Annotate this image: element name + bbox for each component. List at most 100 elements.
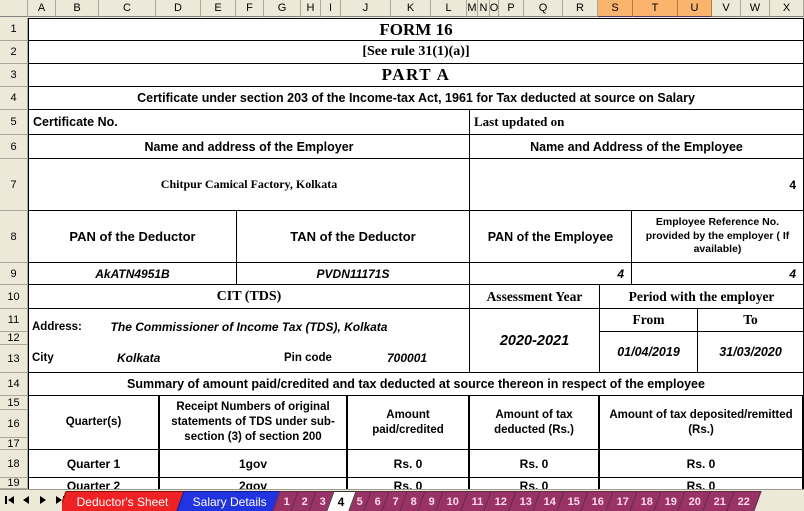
row-header-19[interactable]: 19 [0,477,28,489]
to-value-cell[interactable]: 31/03/2020 [698,332,804,373]
cit-address-cell[interactable]: Address: The Commissioner of Income Tax … [28,309,470,373]
row-header-11[interactable]: 11 [0,309,28,332]
col-header-q[interactable]: Q [524,0,563,17]
col-header-a[interactable]: A [28,0,56,17]
rule-subtitle-cell[interactable]: [See rule 31(1)(a)] [28,41,804,64]
row-header-8[interactable]: 8 [0,211,28,263]
row-header-4[interactable]: 4 [0,87,28,110]
pincode-label: Pin code [284,352,332,365]
pan-deductor-value-cell[interactable]: AkATN4951B [28,263,237,285]
cit-tds-cell[interactable]: CIT (TDS) [28,285,470,309]
col-header-e[interactable]: E [201,0,236,17]
col-header-v[interactable]: V [712,0,741,17]
col-header-w[interactable]: W [741,0,770,17]
column-header-row: A B C D E F G H I J K L M N O P Q R S T … [0,0,804,18]
pincode-value: 700001 [387,351,428,366]
summary-q1-paid[interactable]: Rs. 0 [348,450,470,478]
summary-header-deducted[interactable]: Amount of tax deducted (Rs.) [470,396,600,450]
col-header-h[interactable]: H [301,0,321,17]
employee-header-cell[interactable]: Name and Address of the Employee [470,135,804,159]
row-header-13[interactable]: 13 [0,345,28,373]
to-label-cell[interactable]: To [698,309,804,332]
row-header-7[interactable]: 7 [0,159,28,211]
summary-q1-quarter[interactable]: Quarter 1 [28,450,160,478]
col-header-l[interactable]: L [431,0,467,17]
row-header-1[interactable]: 1 [0,18,28,41]
tab-salary-details[interactable]: Salary Details [176,491,284,511]
pan-deductor-label-cell[interactable]: PAN of the Deductor [28,211,237,263]
col-header-j[interactable]: J [341,0,391,17]
pan-employee-label-cell[interactable]: PAN of the Employee [470,211,632,263]
sheet-tab-bar: Deductor's Sheet Salary Details 1 2 3 4 … [0,489,804,511]
col-header-d[interactable]: D [156,0,201,17]
employer-header-cell[interactable]: Name and address of the Employer [28,135,470,159]
summary-q1-deposited[interactable]: Rs. 0 [600,450,804,478]
period-label-cell[interactable]: Period with the employer [600,285,804,309]
row-header-15[interactable]: 15 [0,396,28,410]
col-header-c[interactable]: C [99,0,156,17]
summary-q2-deducted[interactable]: Rs. 0 [470,478,600,489]
row-header-18[interactable]: 18 [0,450,28,478]
employer-name-cell[interactable]: Chitpur Camical Factory, Kolkata [28,159,470,211]
pan-employee-value-cell[interactable]: 4 [470,263,632,285]
summary-header-deposited[interactable]: Amount of tax deposited/remitted (Rs.) [600,396,804,450]
col-header-o[interactable]: O [490,0,499,17]
col-header-m[interactable]: M [467,0,478,17]
from-label-cell[interactable]: From [600,309,698,332]
col-header-i[interactable]: I [321,0,341,17]
employee-ref-label-cell[interactable]: Employee Reference No. provided by the e… [632,211,804,263]
tab-deductors-sheet[interactable]: Deductor's Sheet [62,491,188,511]
address-value: The Commissioner of Income Tax (TDS), Ko… [110,319,388,334]
col-header-k[interactable]: K [391,0,431,17]
select-all-corner[interactable] [0,0,28,17]
row-header-10[interactable]: 10 [0,285,28,309]
col-header-f[interactable]: F [236,0,264,17]
row-header-6[interactable]: 6 [0,135,28,159]
summary-q2-quarter[interactable]: Quarter 2 [28,478,160,489]
col-header-u-selected[interactable]: U [678,0,712,17]
next-sheet-icon[interactable] [37,493,49,507]
row-header-17[interactable]: 17 [0,438,28,450]
summary-header-receipts[interactable]: Receipt Numbers of original statements o… [160,396,348,450]
tan-deductor-label-cell[interactable]: TAN of the Deductor [237,211,470,263]
employee-ref-value-cell[interactable]: 4 [632,263,804,285]
summary-q1-deducted[interactable]: Rs. 0 [470,450,600,478]
tab-22[interactable]: 22 [726,491,762,511]
col-header-r[interactable]: R [563,0,598,17]
col-header-g[interactable]: G [264,0,301,17]
previous-sheet-icon[interactable] [20,493,32,507]
last-updated-label-cell[interactable]: Last updated on [470,110,804,135]
row-header-2[interactable]: 2 [0,41,28,64]
from-value-cell[interactable]: 01/04/2019 [600,332,698,373]
col-header-b[interactable]: B [56,0,99,17]
summary-title-cell[interactable]: Summary of amount paid/credited and tax … [28,373,804,396]
row-header-12[interactable]: 12 [0,332,28,345]
summary-q1-receipt[interactable]: 1gov [160,450,348,478]
row-header-5[interactable]: 5 [0,110,28,135]
form16-sheet: FORM 16 [See rule 31(1)(a)] PART A Certi… [28,18,804,489]
row-header-16[interactable]: 16 [0,410,28,438]
col-header-t-selected[interactable]: T [633,0,678,17]
col-header-s-selected[interactable]: S [598,0,633,17]
city-value: Kolkata [117,351,161,366]
col-header-x[interactable]: X [770,0,804,17]
summary-q2-receipt[interactable]: 2gov [160,478,348,489]
summary-q2-paid[interactable]: Rs. 0 [348,478,470,489]
row-header-14[interactable]: 14 [0,373,28,396]
summary-header-quarters[interactable]: Quarter(s) [28,396,160,450]
summary-q2-deposited[interactable]: Rs. 0 [600,478,804,489]
employee-value-cell[interactable]: 4 [470,159,804,211]
col-header-n[interactable]: N [478,0,490,17]
row-header-9[interactable]: 9 [0,263,28,285]
row-header-3[interactable]: 3 [0,64,28,87]
tan-deductor-value-cell[interactable]: PVDN11171S [237,263,470,285]
certificate-line-cell[interactable]: Certificate under section 203 of the Inc… [28,87,804,110]
form-title-cell[interactable]: FORM 16 [28,18,804,41]
assessment-year-label-cell[interactable]: Assessment Year [470,285,600,309]
part-a-cell[interactable]: PART A [28,64,804,87]
summary-header-paid[interactable]: Amount paid/credited [348,396,470,450]
first-sheet-icon[interactable] [3,493,15,507]
certificate-no-label-cell[interactable]: Certificate No. [28,110,470,135]
col-header-p[interactable]: P [499,0,524,17]
assessment-year-value-cell[interactable]: 2020-2021 [470,309,600,373]
